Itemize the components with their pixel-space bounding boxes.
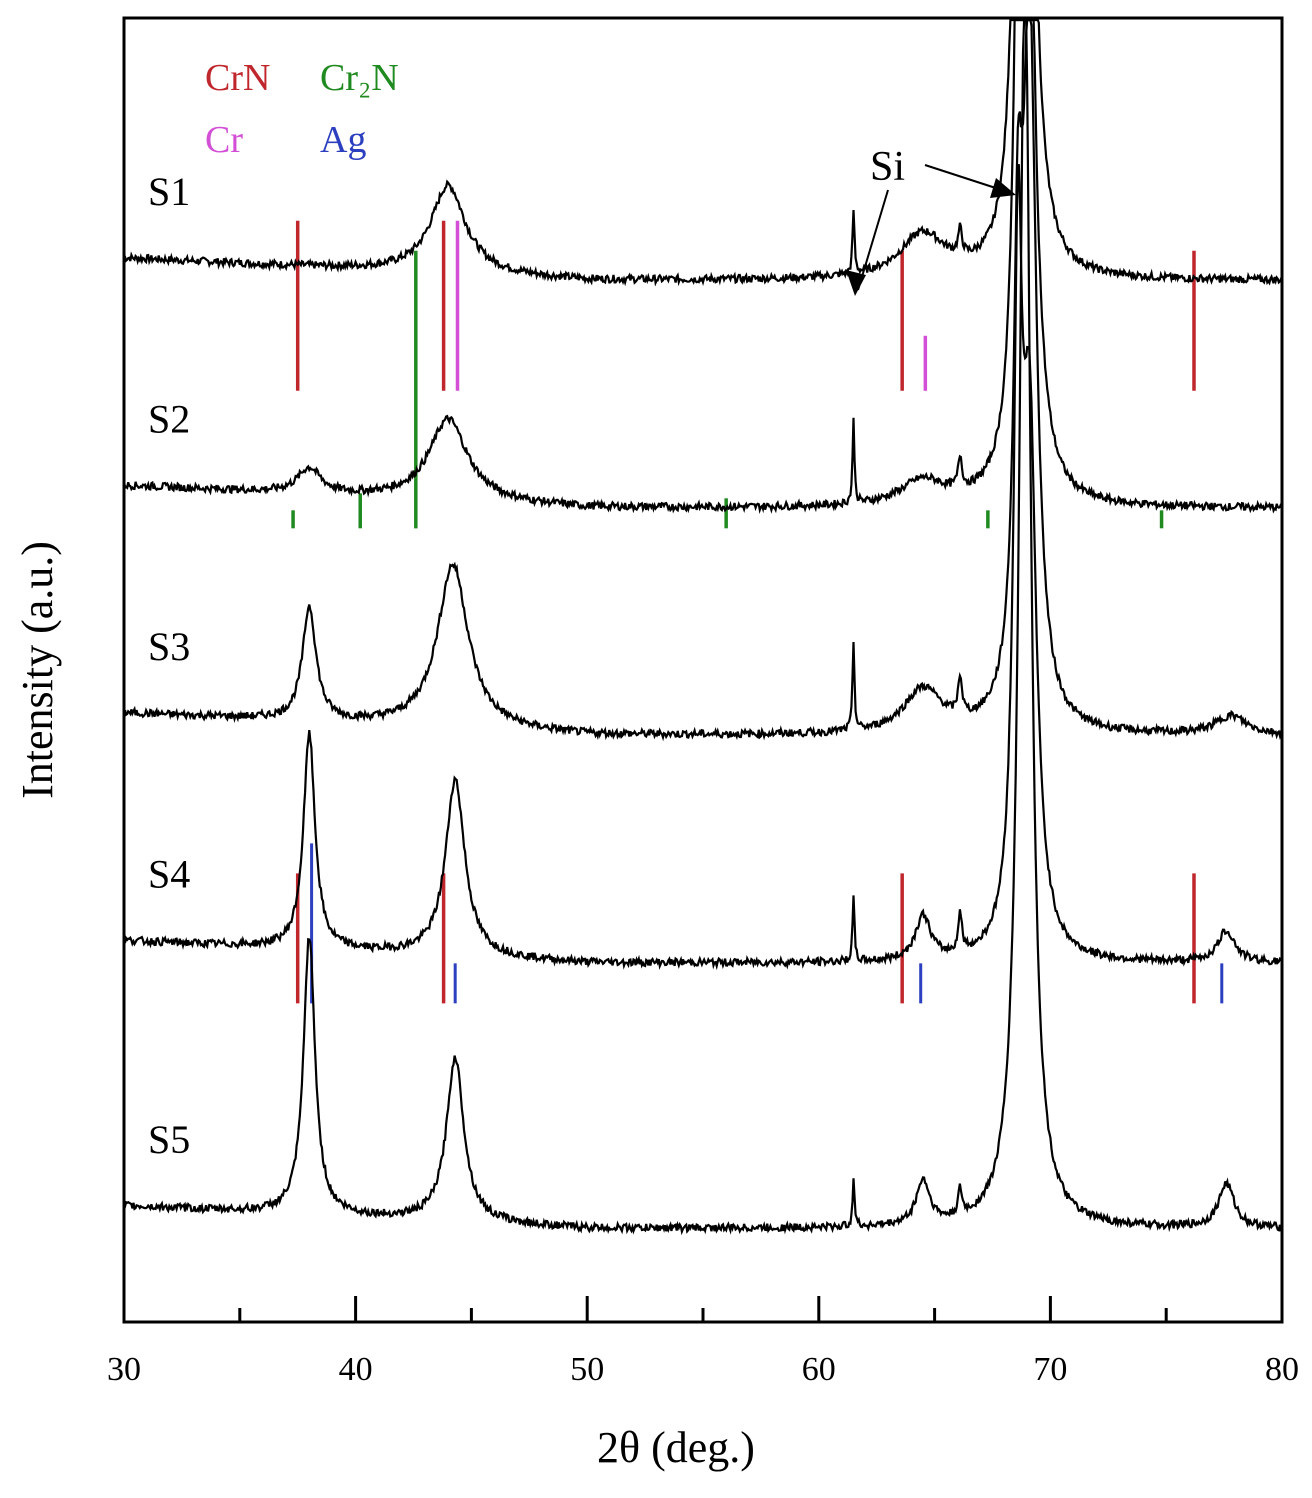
curve-S2 [122, 18, 1283, 515]
x-tick-label: 40 [339, 1351, 373, 1388]
curve-S1 [123, 18, 1283, 287]
x-tick-label: 60 [802, 1351, 836, 1388]
x-ticks: 30 40 50 60 70 80 [107, 1296, 1299, 1388]
curve-S4 [123, 164, 1283, 971]
series-labels: S1 S2 S3 S4 S5 [148, 169, 190, 1162]
legend: CrN Cr₂N Cr Ag [205, 57, 399, 161]
si-arrow-1 [857, 189, 889, 291]
y-axis-label: Intensity (a.u.) [13, 541, 62, 799]
si-annotation: Si [846, 144, 1016, 296]
series-label-S2: S2 [148, 396, 190, 441]
si-arrow-2-head [990, 178, 1016, 198]
x-tick-label: 70 [1033, 1351, 1067, 1388]
x-axis-label: 2θ (deg.) [597, 1423, 755, 1472]
curve-S5 [123, 18, 1283, 1236]
legend-cr2n: Cr₂N [320, 57, 399, 99]
curves [122, 18, 1283, 1236]
series-label-S1: S1 [148, 169, 190, 214]
legend-crn: CrN [205, 57, 270, 99]
series-label-S5: S5 [148, 1117, 190, 1162]
reference-lines [291, 220, 1224, 1004]
series-label-S4: S4 [148, 852, 190, 897]
legend-ag: Ag [320, 119, 366, 161]
si-arrow-1-head [846, 270, 866, 296]
legend-cr: Cr [205, 119, 243, 161]
si-label: Si [870, 144, 905, 190]
series-label-S3: S3 [148, 624, 190, 669]
curve-S3 [122, 18, 1283, 742]
x-tick-label: 50 [570, 1351, 604, 1388]
x-tick-label: 30 [107, 1351, 141, 1388]
x-tick-label: 80 [1265, 1351, 1299, 1388]
